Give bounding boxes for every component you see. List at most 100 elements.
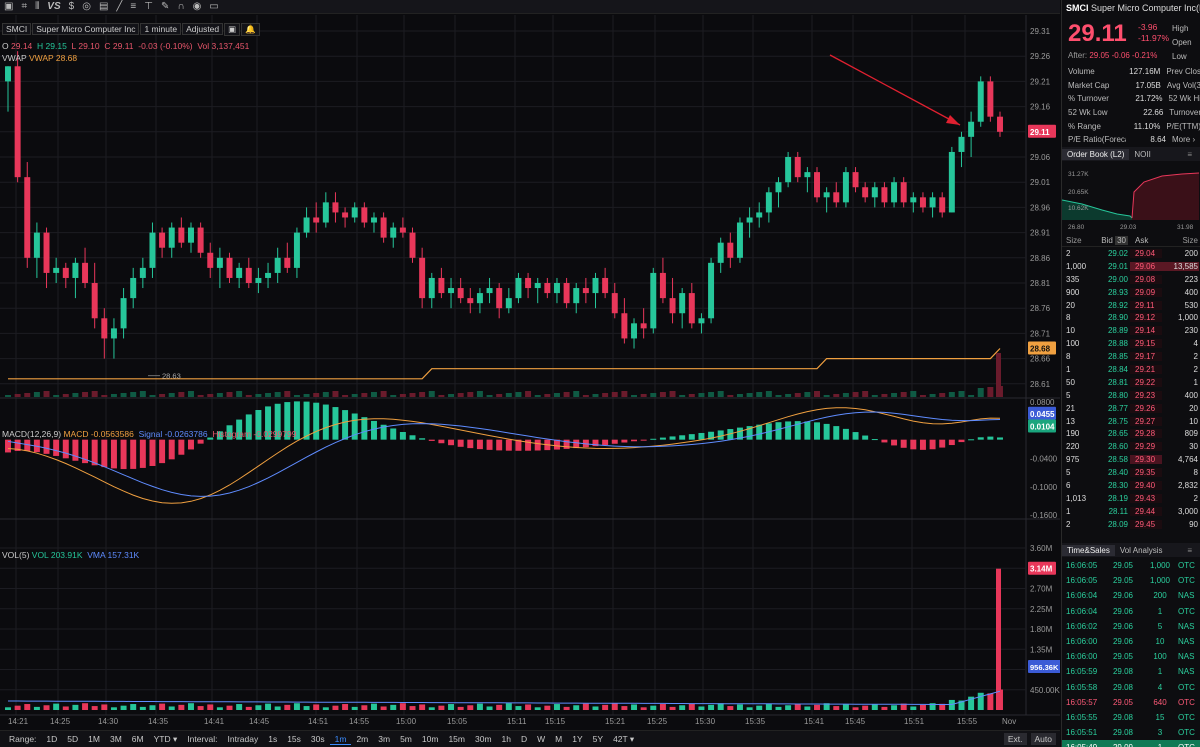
order-book-row[interactable]: 6 28.30 29.40 2,832 — [1062, 479, 1200, 492]
macd-legend[interactable]: MACD(12,26,9) MACD -0.0563586 Signal -0.… — [2, 429, 296, 439]
order-book-row[interactable]: 8 28.85 29.17 2 — [1062, 350, 1200, 363]
order-book-row[interactable]: 190 28.65 29.28 809 — [1062, 427, 1200, 440]
order-book-row[interactable]: 1,000 29.01 29.06 13,585 — [1062, 260, 1200, 273]
interval-option[interactable]: 1s — [268, 733, 278, 744]
order-book-row[interactable]: 50 28.81 29.22 1 — [1062, 376, 1200, 389]
auto-scale-toggle[interactable]: Auto — [1030, 733, 1056, 745]
interval-option[interactable]: 5m — [400, 733, 412, 744]
price-pane-vol-bar — [987, 387, 994, 397]
tab-order-book[interactable]: Order Book (L2) — [1062, 148, 1130, 160]
candle-body — [409, 232, 416, 258]
compare-icon[interactable]: ⫴ — [35, 0, 40, 12]
menu-icon[interactable]: ≡ — [1187, 545, 1192, 555]
interval-option[interactable]: 15s — [287, 733, 301, 744]
order-book-row[interactable]: 21 28.77 29.26 20 — [1062, 402, 1200, 415]
depth-level-select[interactable]: 30 — [1115, 236, 1128, 245]
extended-hours-toggle[interactable]: Ext. — [1003, 733, 1027, 745]
dollar-icon[interactable]: $ — [68, 0, 75, 12]
interval-option[interactable]: M — [555, 733, 563, 744]
interval-option[interactable]: Intraday — [227, 733, 259, 744]
magnet-icon[interactable]: ∩ — [177, 0, 185, 12]
vol-legend[interactable]: VOL(5) VOL 203.91K VMA 157.31K — [2, 550, 139, 560]
vs-icon[interactable]: VS — [47, 0, 61, 12]
interval-option[interactable]: 10m — [421, 733, 439, 744]
order-book-row[interactable]: 1,013 28.19 29.43 2 — [1062, 492, 1200, 505]
symbol-chip[interactable]: SMCI — [2, 23, 32, 35]
interval-option[interactable]: 1Y — [572, 733, 583, 744]
draw-line-icon[interactable]: ╱ — [116, 0, 123, 12]
indicators-icon[interactable]: ⌗ — [21, 0, 28, 12]
order-book-row[interactable]: 5 28.80 29.23 400 — [1062, 389, 1200, 402]
tab-noii[interactable]: NOII — [1134, 149, 1151, 159]
depth-axis-label: 31.27K — [1068, 171, 1089, 178]
range-option[interactable]: 1D — [46, 733, 58, 744]
order-book-row[interactable]: 975 28.58 29.30 4,764 — [1062, 453, 1200, 466]
price-chart-canvas[interactable]: 29.31 29.26 29.21 29.16 29.11 29.06 29.01 28.96… — [0, 15, 1060, 730]
interval-option[interactable]: 42T ▾ — [613, 733, 635, 744]
ask-price: 29.29 — [1130, 442, 1162, 452]
shapes-icon[interactable]: ⊤ — [144, 0, 153, 12]
alert-bell-icon[interactable]: 🔔 — [241, 23, 260, 36]
order-book-row[interactable]: 5 28.40 29.35 8 — [1062, 466, 1200, 479]
price-pane-vol-bar — [91, 391, 98, 397]
order-book-row[interactable]: 2 29.02 29.04 200 — [1062, 247, 1200, 260]
range-option[interactable]: 5D — [67, 733, 79, 744]
interval-chip[interactable]: 1 minute — [140, 23, 182, 35]
interval-option[interactable]: 3m — [378, 733, 391, 744]
interval-option[interactable]: 30s — [310, 733, 325, 744]
text-icon[interactable]: ≡ — [130, 0, 137, 12]
chart-area[interactable]: 29.31 29.26 29.21 29.16 29.11 29.06 29.01 28.96… — [0, 15, 1060, 730]
save-icon[interactable]: ▣ — [224, 23, 241, 36]
price-pane-vol-bar — [274, 392, 281, 397]
time-axis-label: 14:35 — [148, 717, 169, 726]
pencil-icon[interactable]: ✎ — [160, 0, 170, 12]
interval-option[interactable]: 1h — [501, 733, 511, 744]
volume-bar — [159, 703, 166, 710]
interval-option[interactable]: 15m — [448, 733, 465, 744]
price-pane-vol-bar — [207, 394, 214, 397]
range-option[interactable]: YTD ▾ — [153, 733, 178, 744]
trade-size: 100 — [1153, 652, 1167, 662]
order-book-row[interactable]: 1 28.84 29.21 2 — [1062, 363, 1200, 376]
interval-option[interactable]: W — [537, 733, 546, 744]
adjust-chip[interactable]: Adjusted — [182, 23, 224, 35]
order-book-row[interactable]: 10 28.89 29.14 230 — [1062, 324, 1200, 337]
volume-bar — [852, 707, 859, 710]
stat-label-right[interactable]: More › — [1172, 135, 1196, 145]
order-book-row[interactable]: 8 28.90 29.12 1,000 — [1062, 311, 1200, 324]
trade-size: 10 — [1155, 637, 1165, 647]
ask-size: 809 — [1184, 429, 1198, 439]
chart-type-icon[interactable]: ▣ — [4, 0, 14, 12]
bottom-right-toggles: Ext. Auto — [1003, 733, 1056, 745]
interval-option[interactable]: D — [521, 733, 528, 744]
interval-option[interactable]: 1m — [329, 733, 352, 745]
company-chip[interactable]: Super Micro Computer Inc — [32, 23, 140, 35]
order-book-row[interactable]: 1 28.11 29.44 3,000 — [1062, 505, 1200, 518]
macd-histogram-bar — [130, 439, 137, 469]
order-book-row[interactable]: 20 28.92 29.11 530 — [1062, 299, 1200, 312]
order-book-row[interactable]: 13 28.75 29.27 10 — [1062, 415, 1200, 428]
interval-option[interactable]: 30m — [474, 733, 492, 744]
bid-price: 28.89 — [1107, 326, 1128, 336]
volume-bar — [380, 706, 387, 710]
range-option[interactable]: 3M — [109, 733, 122, 744]
events-icon[interactable]: ◎ — [82, 0, 91, 12]
layout-icon[interactable]: ▤ — [98, 0, 109, 12]
interval-option[interactable]: 5Y — [592, 733, 604, 744]
order-book-row[interactable]: 335 29.00 29.08 223 — [1062, 273, 1200, 286]
vwap-legend[interactable]: VWAP VWAP 28.68 — [2, 53, 77, 63]
trash-icon[interactable]: ▭ — [209, 0, 219, 12]
range-option[interactable]: 6M — [131, 733, 144, 744]
eye-icon[interactable]: ◉ — [192, 0, 202, 12]
order-book-row[interactable]: 900 28.93 29.09 400 — [1062, 286, 1200, 299]
order-book-row[interactable]: 220 28.60 29.29 30 — [1062, 440, 1200, 453]
stat-value: 8.64 — [1150, 135, 1166, 145]
price-pane-vol-bar — [120, 393, 127, 397]
range-option[interactable]: 1M — [88, 733, 100, 744]
order-book-row[interactable]: 2 28.09 29.45 90 — [1062, 518, 1200, 531]
interval-option[interactable]: 2m — [356, 733, 369, 744]
order-book-row[interactable]: 100 28.88 29.15 4 — [1062, 337, 1200, 350]
tab-vol-analysis[interactable]: Vol Analysis — [1119, 545, 1163, 555]
menu-icon[interactable]: ≡ — [1187, 149, 1192, 159]
tab-time-sales[interactable]: Time&Sales — [1062, 544, 1115, 556]
